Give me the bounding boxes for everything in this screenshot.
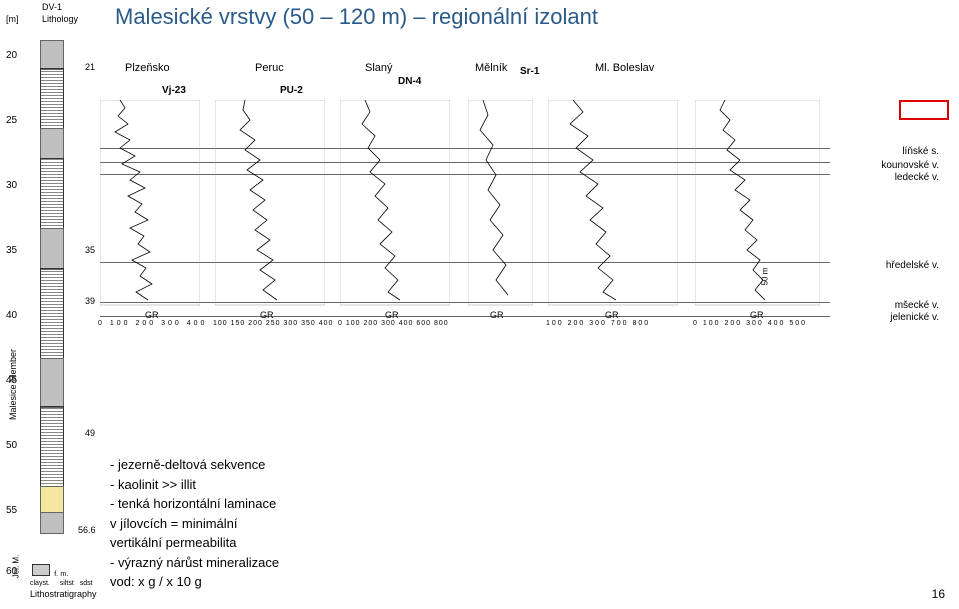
- gr-axis: 0 100 200 300 400 600 800: [338, 320, 449, 327]
- region-label: Peruc: [255, 62, 284, 74]
- gr-log-2: [215, 100, 325, 310]
- borehole-label: DN-4: [398, 76, 421, 87]
- gr-axis: 0 100 200 300 400 500: [693, 320, 807, 327]
- core-photo-2: [408, 474, 858, 579]
- gr-log-1: [100, 100, 200, 310]
- scale-bar-1: 1 cm: [838, 440, 852, 466]
- page-title: Malesické vrstvy (50 – 120 m) – regionál…: [115, 4, 598, 30]
- strat-line: [100, 316, 830, 317]
- gr-axis: 0 100 200 300 400: [98, 320, 207, 327]
- formation-label: hředelské v.: [886, 260, 939, 271]
- bullet-list: - jezerně-deltová sekvence - kaolinit >>…: [110, 455, 279, 592]
- core-photo-1: [408, 338, 858, 468]
- borehole-label: Vj-23: [162, 85, 186, 96]
- gr-log-4: [468, 100, 533, 310]
- gr-label: GR: [145, 310, 159, 320]
- gr-label: GR: [490, 310, 504, 320]
- gr-label: GR: [260, 310, 274, 320]
- region-label: Plzeňsko: [125, 62, 170, 74]
- borehole-label: Sr-1: [520, 66, 539, 77]
- formation-label: ledecké v.: [895, 172, 939, 183]
- scale-bar-2: 1 cm: [420, 500, 434, 526]
- gr-label: GR: [750, 310, 764, 320]
- gr-log-3: [340, 100, 450, 310]
- region-label: Mělník: [475, 62, 507, 74]
- gr-label: GR: [385, 310, 399, 320]
- gr-log-6: [695, 100, 820, 310]
- formation-label: jelenické v.: [890, 312, 939, 323]
- lithology-header: Lithology: [42, 14, 78, 24]
- formation-label: mšecké v.: [895, 300, 939, 311]
- gr-axis: 100 200 300 700 800: [546, 320, 650, 327]
- gr-label: GR: [605, 310, 619, 320]
- formation-label: kounovské v.: [881, 160, 939, 171]
- formation-label: líňské s.: [902, 146, 939, 157]
- borehole-label: PU-2: [280, 85, 303, 96]
- lithostratigraphy-footer: Jel. M. f. m. clayst. siltst sdst Lithos…: [30, 564, 110, 599]
- region-label: Slaný: [365, 62, 393, 74]
- depth-unit: [m]: [6, 14, 19, 24]
- page-number: 16: [932, 587, 945, 601]
- highlight-box: [899, 100, 949, 120]
- gr-log-5: [548, 100, 678, 310]
- gr-axis: 100 150 200 250 300 350 400: [213, 320, 333, 327]
- region-label: Ml. Boleslav: [595, 62, 654, 74]
- depth-header: DV-1: [42, 2, 62, 12]
- member-label: Malesice Member: [8, 349, 18, 420]
- lithology-column: [30, 40, 75, 560]
